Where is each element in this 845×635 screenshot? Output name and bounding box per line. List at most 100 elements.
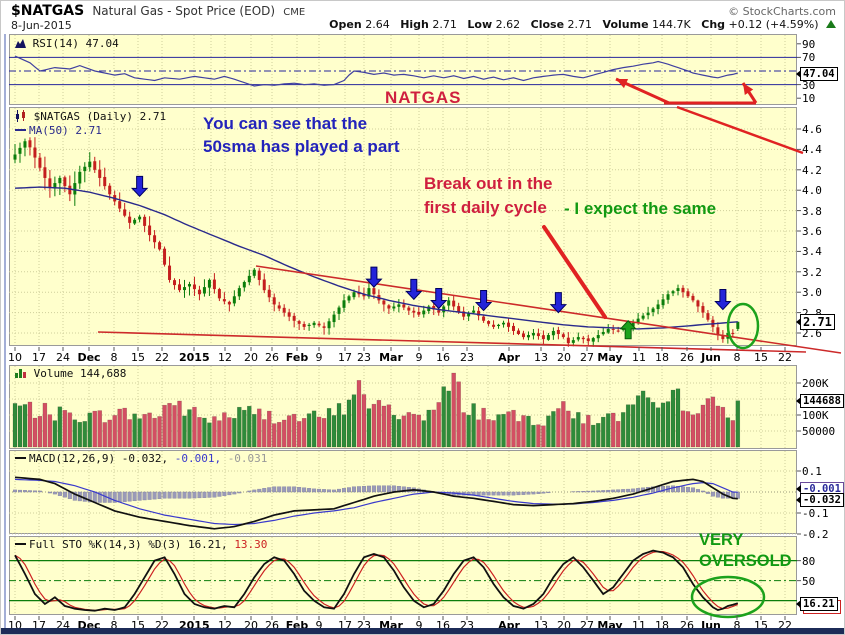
axis-value-label: 50000 — [802, 425, 836, 438]
axis-value-label: 4.2 — [802, 163, 822, 177]
chart-date: 8-Jun-2015 — [11, 19, 72, 32]
left-edge-strip — [4, 34, 6, 628]
volume-value-box: 144688 — [796, 394, 844, 408]
bar-chart-icon — [15, 369, 26, 378]
annotation-expect: - I expect the same — [564, 199, 717, 218]
rsi-legend-text: RSI(14) 47.04 — [32, 37, 119, 50]
macd-legend: MACD(12,26,9) -0.032, -0.001, -0.031 — [15, 452, 267, 465]
volume-legend: Volume 144,688 — [15, 367, 126, 380]
open-label: Open — [329, 18, 362, 31]
close-value: 2.71 — [567, 18, 593, 31]
axis-value-label: 30 — [802, 78, 816, 92]
chart-header: $NATGAS Natural Gas - Spot Price (EOD) C… — [11, 3, 305, 19]
date-tick-label: 9 — [315, 351, 323, 364]
annotation-oversold-line1: VERY — [699, 531, 744, 549]
date-tick-label: Mar — [379, 351, 403, 364]
footer-bar — [1, 628, 844, 634]
quote-summary: Open 2.64 High 2.71 Low 2.62 Close 2.71 … — [322, 18, 836, 31]
ma50-legend: MA(50) 2.71 — [15, 124, 102, 137]
symbol: $NATGAS — [11, 3, 85, 19]
date-tick-label: 23 — [357, 351, 371, 364]
date-tick-label: 11 — [632, 351, 646, 364]
sto-k-value-box: 16.21 — [796, 597, 838, 611]
candlestick-icon — [16, 110, 25, 122]
date-tick-label: 8 — [110, 619, 118, 632]
axis-value-label: 4.6 — [802, 123, 822, 136]
date-tick-label: 17 — [32, 351, 46, 364]
date-tick-label: Jun — [701, 351, 721, 364]
date-tick-label: 15 — [131, 351, 145, 364]
low-value: 2.62 — [495, 18, 521, 31]
date-tick-label: 9 — [415, 619, 423, 632]
axis-value-label: 200K — [802, 377, 829, 390]
axis-value-label: -0.2 — [802, 528, 829, 541]
ma50-legend-text: MA(50) 2.71 — [29, 124, 102, 137]
volume-value: 144.7K — [652, 18, 691, 31]
date-tick-label: 22 — [155, 351, 169, 364]
sto-legend-main: Full STO %K(14,3) %D(3) 16.21, — [29, 538, 228, 551]
exchange-label: CME — [283, 7, 306, 18]
date-tick-label: Feb — [285, 351, 309, 364]
chg-value: +0.12 (+4.59%) — [728, 18, 819, 31]
axis-value-label: 70 — [802, 51, 816, 65]
volume-label: Volume — [602, 18, 649, 31]
date-tick-label: 9 — [415, 351, 423, 364]
axis-value-label: 100K — [802, 409, 829, 422]
axis-value-label: 3.0 — [802, 286, 822, 300]
axis-value-label: -0.1 — [802, 507, 829, 520]
annotation-sma-line1: You can see that the — [203, 114, 368, 133]
date-tick-label: 8 — [110, 351, 118, 364]
low-label: Low — [467, 18, 493, 31]
sto-legend-d: 13.30 — [234, 538, 268, 551]
rsi-legend: RSI(14) 47.04 — [15, 37, 119, 50]
date-tick-label: 22 — [778, 351, 792, 364]
sto-legend: Full STO %K(14,3) %D(3) 16.21, 13.30 — [15, 538, 267, 551]
price-panel — [9, 107, 797, 346]
volume-legend-text: Volume 144,688 — [33, 367, 127, 380]
date-tick-label: 10 — [8, 351, 22, 364]
annotation-breakout-line1: Break out in the — [424, 174, 553, 193]
price-legend-text: $NATGAS (Daily) 2.71 — [33, 110, 167, 123]
date-tick-label: 18 — [655, 351, 669, 364]
annotation-oversold-line2: OVERSOLD — [699, 552, 792, 570]
price-value-box: 2.71 — [796, 314, 835, 330]
date-tick-label: 26 — [265, 351, 279, 364]
price-legend: $NATGAS (Daily) 2.71 — [15, 110, 166, 123]
rsi-value-box: 47.04 — [796, 67, 838, 81]
axis-value-label: 80 — [802, 554, 816, 568]
line-style-icon — [15, 129, 26, 131]
date-tick-label: 16 — [436, 351, 450, 364]
macd-legend-signal: -0.001, — [174, 452, 222, 465]
date-tick-label: 13 — [534, 351, 548, 364]
axis-value-label: 3.8 — [802, 204, 822, 218]
annotation-sma-line2: 50sma has played a part — [203, 137, 400, 156]
date-tick-label: 17 — [338, 351, 352, 364]
date-tick-label: 9 — [315, 619, 323, 632]
date-tick-label: Dec — [77, 351, 101, 364]
axis-value-label: 10 — [802, 92, 816, 106]
instrument-title: Natural Gas - Spot Price (EOD) — [92, 4, 276, 18]
axis-value-label: 3.4 — [802, 245, 822, 259]
date-tick-label: 26 — [680, 351, 694, 364]
high-label: High — [400, 18, 429, 31]
date-tick-label: 2015 — [179, 351, 210, 364]
chg-up-triangle-icon — [826, 20, 836, 28]
line-style-icon — [15, 543, 26, 545]
date-tick-label: May — [597, 351, 623, 364]
axis-value-label: 4.4 — [802, 143, 822, 157]
date-tick-label: 8 — [733, 619, 741, 632]
date-tick-label: 24 — [56, 351, 70, 364]
macd-legend-hist: -0.031 — [227, 452, 268, 465]
axis-value-label: 0.1 — [802, 465, 822, 478]
close-label: Close — [530, 18, 565, 31]
open-value: 2.64 — [365, 18, 390, 31]
area-chart-icon — [15, 39, 26, 48]
annotation-natgas: NATGAS — [385, 88, 462, 107]
date-tick-label: 8 — [733, 351, 741, 364]
date-tick-label: 12 — [218, 351, 232, 364]
axis-value-label: 3.6 — [802, 225, 822, 238]
axis-value-label: 90 — [802, 37, 816, 51]
axis-value-label: 50 — [802, 574, 816, 588]
stockcharts-credit: © StockCharts.com — [728, 5, 836, 18]
